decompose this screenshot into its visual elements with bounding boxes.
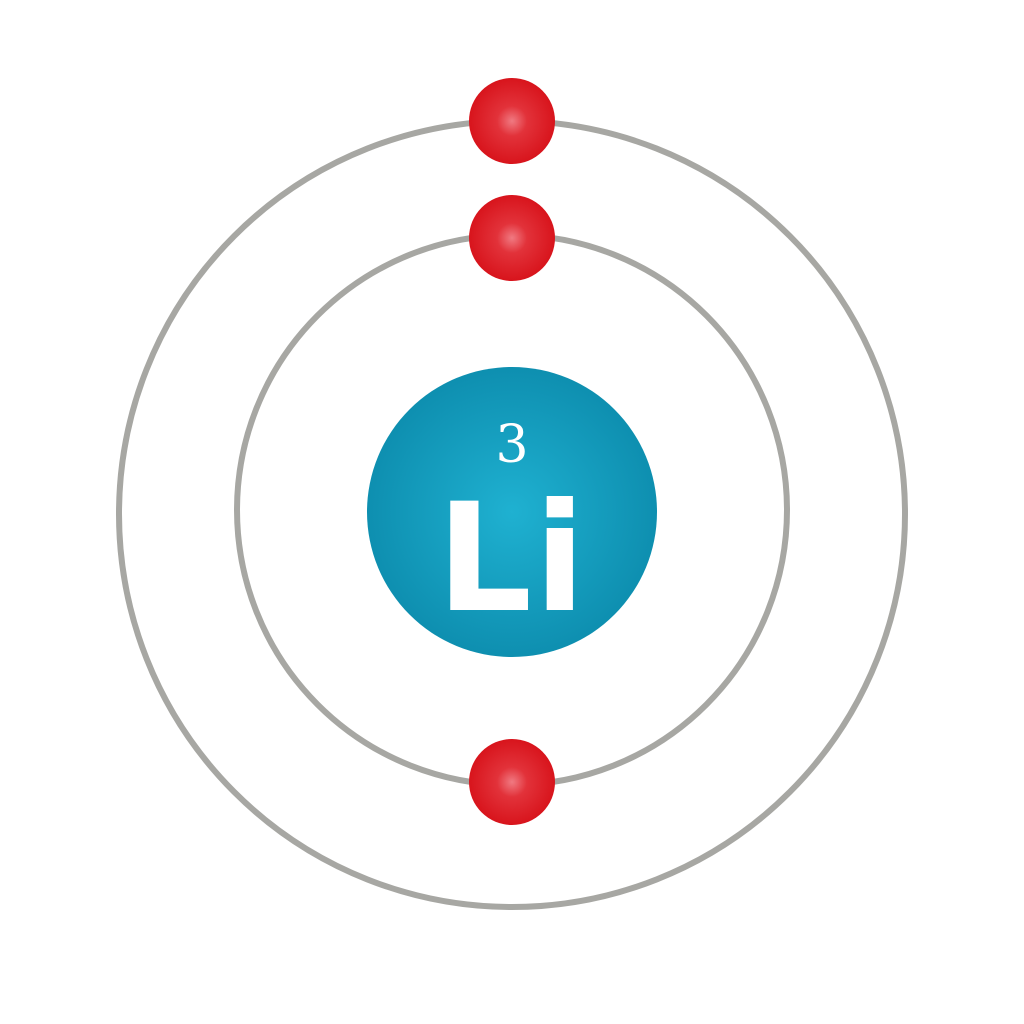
nucleus — [367, 367, 657, 657]
electron-outer-shell-top — [469, 78, 555, 164]
atomic-number: 3 — [495, 415, 528, 475]
electron-inner-shell-top — [469, 195, 555, 281]
electron-inner-shell-bottom — [469, 739, 555, 825]
element-symbol: Li — [437, 472, 588, 646]
